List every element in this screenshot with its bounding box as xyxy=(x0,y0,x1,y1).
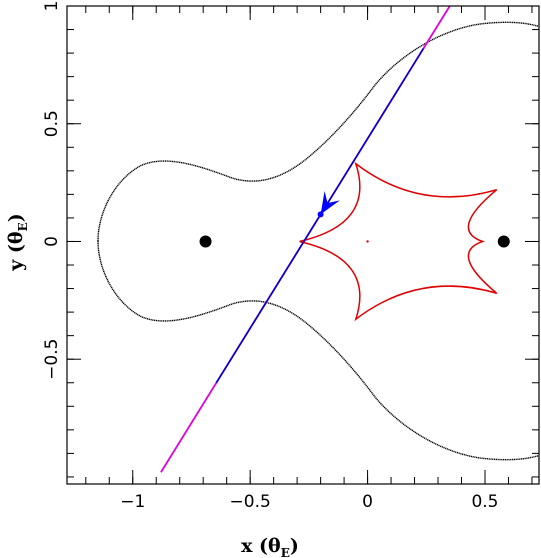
x-tick-label: 0 xyxy=(362,492,373,512)
y-tick-label: 0.5 xyxy=(42,110,62,137)
x-tick-label: −1 xyxy=(120,492,145,512)
caustic xyxy=(299,161,498,322)
axis-ticks: −1 −0.5 0 0.5 −0.5 0 0.5 1 xyxy=(42,1,539,512)
x-tick-label: −0.5 xyxy=(230,492,271,512)
direction-arrow xyxy=(320,190,340,215)
lens-2 xyxy=(497,235,510,248)
critical-curve-lower xyxy=(97,240,539,461)
y-tick-label: −0.5 xyxy=(42,339,62,380)
critical-curve-upper xyxy=(97,21,539,242)
y-tick-label: 1 xyxy=(42,1,62,12)
y-tick-label: 0 xyxy=(42,236,62,247)
lens-1 xyxy=(199,235,212,248)
plot-frame xyxy=(66,5,540,485)
caustic-center-dot xyxy=(366,240,369,243)
x-tick-label: 0.5 xyxy=(471,492,498,512)
plot-marks xyxy=(97,6,539,473)
plot-area xyxy=(97,6,539,473)
y-axis-label: y (θE) xyxy=(5,213,30,271)
x-axis-label: x (θE) xyxy=(241,535,299,558)
